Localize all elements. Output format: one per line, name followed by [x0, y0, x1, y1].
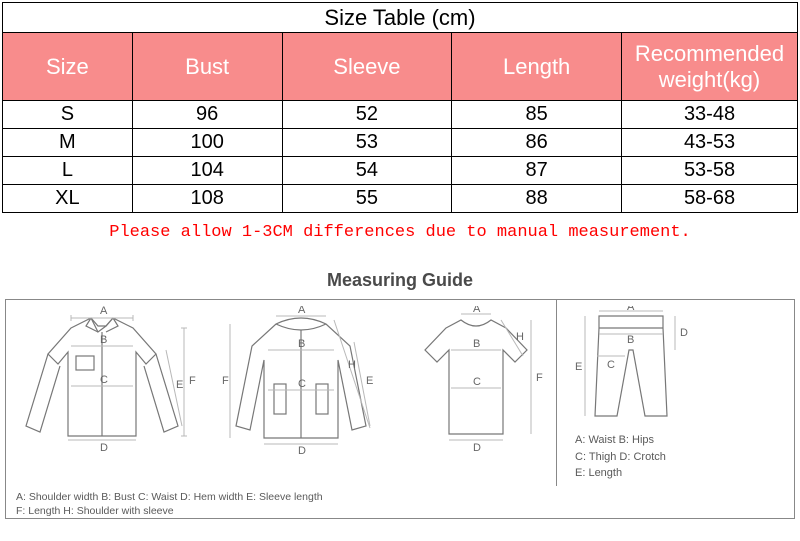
cell: 100 [132, 129, 282, 157]
table-row: L 104 54 87 53-58 [3, 157, 798, 185]
guide-shirt-panel: A B C D E F [6, 300, 206, 486]
cell: 55 [282, 185, 452, 213]
cell: 85 [452, 101, 622, 129]
cell: 88 [452, 185, 622, 213]
table-header-row: Size Bust Sleeve Length Recommended weig… [3, 33, 798, 101]
svg-text:F: F [222, 375, 229, 387]
cell: 53-58 [622, 157, 798, 185]
cell: 104 [132, 157, 282, 185]
table-row: M 100 53 86 43-53 [3, 129, 798, 157]
cell: S [3, 101, 133, 129]
cell: XL [3, 185, 133, 213]
table-title-row: Size Table (cm) [3, 3, 798, 33]
guide-legend-right: A: Waist B: Hips C: Thigh D: Crotch E: L… [561, 432, 790, 482]
svg-text:D: D [680, 327, 688, 339]
svg-text:B: B [473, 338, 480, 350]
table-row: XL 108 55 88 58-68 [3, 185, 798, 213]
svg-text:C: C [473, 376, 481, 388]
svg-text:C: C [298, 378, 306, 390]
svg-text:H: H [348, 359, 356, 371]
svg-text:D: D [298, 445, 306, 456]
measurement-note: Please allow 1-3CM differences due to ma… [2, 223, 798, 242]
size-table: Size Table (cm) Size Bust Sleeve Length … [2, 2, 798, 213]
cell: 87 [452, 157, 622, 185]
svg-text:F: F [536, 372, 543, 384]
table-row: S 96 52 85 33-48 [3, 101, 798, 129]
svg-text:E: E [176, 379, 183, 391]
cell: 96 [132, 101, 282, 129]
cell: 54 [282, 157, 452, 185]
col-length: Length [452, 33, 622, 101]
svg-text:E: E [366, 375, 373, 387]
svg-text:A: A [100, 306, 108, 317]
cell: 108 [132, 185, 282, 213]
cell: 58-68 [622, 185, 798, 213]
cell: 86 [452, 129, 622, 157]
table-title: Size Table (cm) [3, 3, 798, 33]
svg-text:C: C [607, 359, 615, 371]
cell: L [3, 157, 133, 185]
svg-text:B: B [100, 334, 107, 346]
guide-pants-panel: A B C D E A: Waist B: Hips C: Thigh D: C… [556, 300, 794, 486]
svg-text:B: B [298, 338, 305, 350]
guide-legend-left: A: Shoulder width B: Bust C: Waist D: He… [6, 490, 556, 525]
tee-icon: A B C D H F [401, 306, 551, 456]
svg-text:A: A [473, 306, 481, 315]
col-size: Size [3, 33, 133, 101]
guide-jacket-panel: A B C D E F H [206, 300, 396, 486]
guide-tee-panel: A B C D H F [396, 300, 556, 486]
col-weight: Recommended weight(kg) [622, 33, 798, 101]
cell: 52 [282, 101, 452, 129]
measuring-guide: A B C D E F [5, 299, 795, 519]
cell: M [3, 129, 133, 157]
svg-text:D: D [100, 442, 108, 454]
col-sleeve: Sleeve [282, 33, 452, 101]
pants-icon: A B C D E [571, 306, 701, 426]
svg-text:H: H [516, 331, 524, 343]
svg-text:A: A [627, 306, 635, 313]
jacket-icon: A B C D E F H [216, 306, 386, 456]
shirt-icon: A B C D E F [16, 306, 196, 456]
svg-text:D: D [473, 442, 481, 454]
cell: 53 [282, 129, 452, 157]
col-bust: Bust [132, 33, 282, 101]
svg-text:B: B [627, 334, 634, 346]
svg-text:C: C [100, 374, 108, 386]
cell: 43-53 [622, 129, 798, 157]
svg-text:E: E [575, 361, 582, 373]
svg-text:A: A [298, 306, 306, 316]
cell: 33-48 [622, 101, 798, 129]
guide-title: Measuring Guide [2, 270, 798, 291]
svg-text:F: F [189, 375, 196, 387]
